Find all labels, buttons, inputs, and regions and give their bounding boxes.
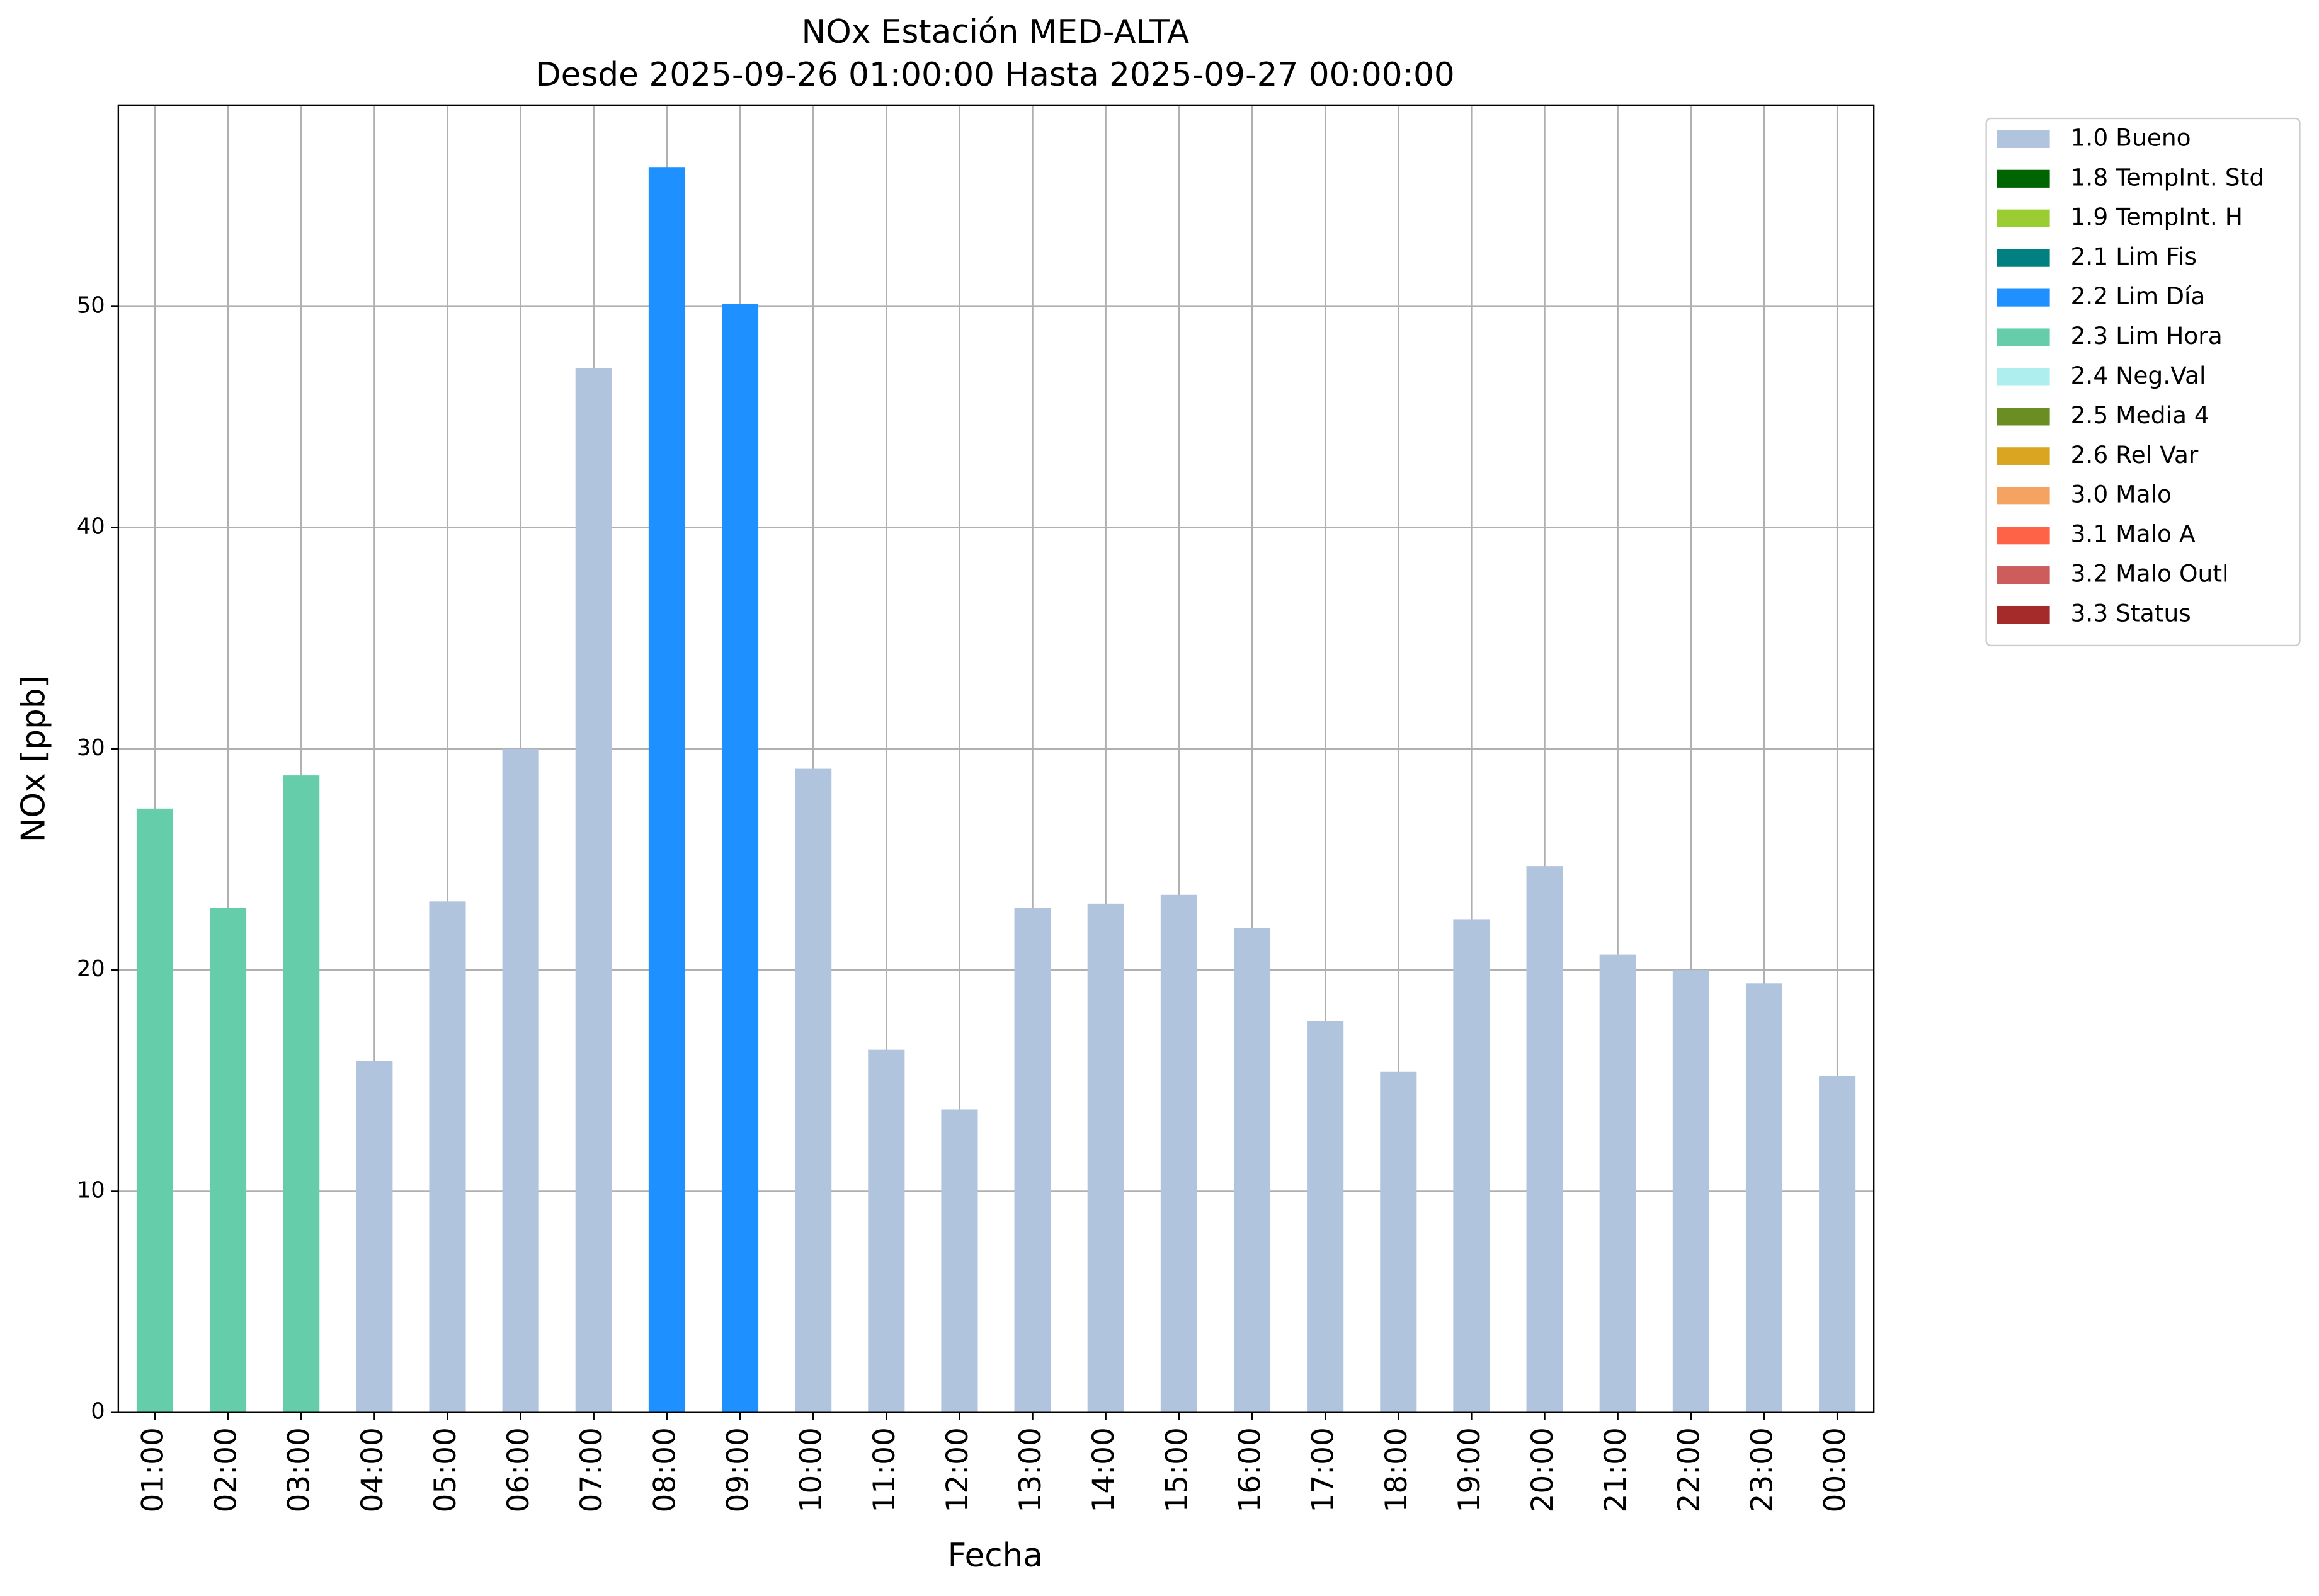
- x-tick-label: 03:00: [282, 1427, 317, 1512]
- bar: [1599, 954, 1636, 1413]
- bar: [1380, 1071, 1417, 1413]
- bar: [210, 908, 247, 1413]
- legend-label: 2.1 Lim Fis: [2071, 242, 2197, 270]
- x-tick-label: 11:00: [867, 1427, 902, 1512]
- legend-label: 1.0 Bueno: [2071, 123, 2191, 151]
- y-tick-label: 20: [77, 956, 105, 982]
- legend-label: 1.8 TempInt. Std: [2071, 163, 2265, 191]
- legend-swatch: [1997, 447, 2050, 465]
- plot-frame: [117, 104, 1875, 1413]
- legend-swatch: [1997, 288, 2050, 307]
- legend-swatch: [1997, 566, 2050, 584]
- x-tick-label: 10:00: [794, 1427, 829, 1512]
- y-tick-label: 40: [77, 514, 105, 540]
- legend-label: 2.5 Media 4: [2071, 401, 2209, 429]
- bar: [722, 304, 759, 1413]
- x-tick-label: 13:00: [1013, 1427, 1048, 1512]
- legend-swatch: [1997, 169, 2050, 188]
- legend-label: 2.3 Lim Hora: [2071, 322, 2223, 350]
- legend-label: 2.6 Rel Var: [2071, 441, 2199, 469]
- x-tick-label: 06:00: [501, 1427, 536, 1512]
- x-tick-label: 14:00: [1086, 1427, 1121, 1512]
- bar: [1672, 970, 1709, 1413]
- bar: [1160, 894, 1197, 1413]
- bar: [1087, 903, 1124, 1413]
- bar: [1745, 983, 1783, 1413]
- bar: [1307, 1020, 1344, 1413]
- bar: [136, 808, 173, 1413]
- x-tick-label: 18:00: [1379, 1427, 1414, 1512]
- bar: [868, 1049, 905, 1413]
- bar: [502, 748, 539, 1413]
- legend-label: 3.2 Malo Outl: [2071, 560, 2229, 588]
- chart-subtitle: Desde 2025-09-26 01:00:00 Hasta 2025-09-…: [536, 56, 1455, 94]
- x-tick-label: 12:00: [940, 1427, 975, 1512]
- bar: [283, 775, 320, 1413]
- legend-swatch: [1997, 209, 2050, 227]
- x-axis-label: Fecha: [948, 1537, 1043, 1575]
- x-tick-label: 05:00: [428, 1427, 463, 1512]
- legend-label: 1.9 TempInt. H: [2071, 203, 2243, 231]
- x-tick-label: 16:00: [1233, 1427, 1268, 1512]
- legend-swatch: [1997, 368, 2050, 386]
- bar: [1453, 919, 1490, 1413]
- x-tick-label: 04:00: [355, 1427, 390, 1512]
- legend-swatch: [1997, 408, 2050, 426]
- y-tick-label: 10: [77, 1177, 105, 1203]
- bar: [941, 1109, 978, 1413]
- legend-swatch: [1997, 249, 2050, 267]
- legend-label: 2.4 Neg.Val: [2071, 362, 2206, 389]
- x-tick-label: 00:00: [1818, 1427, 1853, 1512]
- legend-swatch: [1997, 487, 2050, 505]
- x-tick-label: 15:00: [1160, 1427, 1194, 1512]
- bar: [356, 1061, 393, 1413]
- x-tick-label: 07:00: [574, 1427, 609, 1512]
- legend-frame: [1985, 117, 2301, 647]
- x-tick-label: 22:00: [1672, 1427, 1706, 1512]
- bar: [648, 167, 685, 1413]
- legend-swatch: [1997, 605, 2050, 624]
- y-tick-label: 0: [91, 1399, 105, 1425]
- y-tick-label: 30: [77, 735, 105, 761]
- legend-swatch: [1997, 130, 2050, 148]
- bar: [1233, 928, 1271, 1413]
- x-tick-label: 02:00: [209, 1427, 244, 1512]
- y-axis-label: NOx [ppb]: [14, 675, 52, 842]
- legend-swatch: [1997, 328, 2050, 346]
- x-tick-label: 20:00: [1525, 1427, 1560, 1512]
- x-tick-label: 01:00: [135, 1427, 170, 1512]
- x-tick-label: 08:00: [647, 1427, 682, 1512]
- chart-title: NOx Estación MED-ALTA: [802, 13, 1190, 51]
- bar: [429, 901, 466, 1413]
- legend-label: 3.0 Malo: [2071, 481, 2172, 508]
- x-tick-label: 19:00: [1452, 1427, 1487, 1512]
- legend-label: 3.3 Status: [2071, 600, 2191, 627]
- legend-label: 2.2 Lim Día: [2071, 282, 2206, 310]
- x-tick-label: 09:00: [721, 1427, 756, 1512]
- legend-swatch: [1997, 527, 2050, 545]
- x-tick-label: 17:00: [1306, 1427, 1341, 1512]
- bar: [1819, 1076, 1856, 1413]
- x-tick-label: 21:00: [1598, 1427, 1633, 1512]
- x-tick-label: 23:00: [1745, 1427, 1779, 1512]
- bar: [1526, 866, 1563, 1413]
- legend-label: 3.1 Malo A: [2071, 520, 2196, 548]
- bar: [1014, 908, 1051, 1413]
- bar: [795, 768, 832, 1413]
- y-tick-label: 50: [77, 292, 105, 318]
- bar: [575, 368, 612, 1413]
